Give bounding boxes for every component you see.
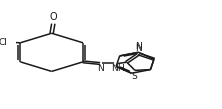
Text: N: N [97, 64, 103, 73]
Text: H: H [117, 64, 124, 73]
Text: Cl: Cl [0, 38, 8, 47]
Text: N: N [135, 44, 141, 53]
Text: N: N [135, 42, 142, 51]
Text: S: S [131, 72, 137, 81]
Text: N: N [111, 64, 117, 73]
Text: O: O [50, 12, 57, 22]
